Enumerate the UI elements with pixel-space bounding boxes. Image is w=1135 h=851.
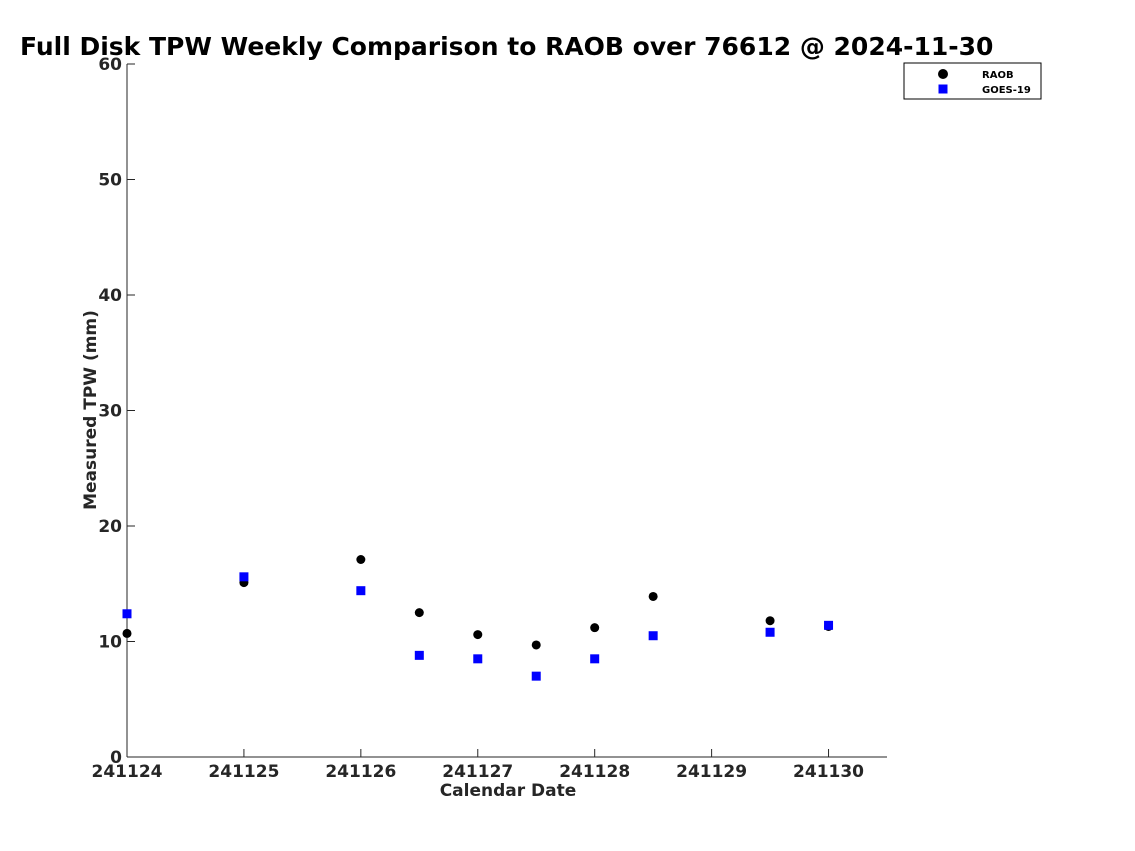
raob-point <box>531 640 541 650</box>
x-tick-label: 241125 <box>208 762 279 782</box>
y-tick-label: 40 <box>98 286 122 306</box>
goes-19-point <box>122 609 132 619</box>
raob-point <box>648 591 658 601</box>
raob-point <box>590 623 600 633</box>
legend-marker-raob <box>938 69 948 79</box>
goes-19-point <box>765 627 775 637</box>
goes-19-point <box>590 654 600 664</box>
goes-19-point <box>531 671 541 681</box>
legend-label-raob: RAOB <box>982 70 1014 81</box>
goes-19-point <box>239 572 249 582</box>
raob-point <box>473 630 483 640</box>
raob-point <box>765 616 775 626</box>
y-tick-label: 0 <box>110 748 122 768</box>
y-axis-label: Measured TPW (mm) <box>81 310 101 510</box>
y-tick-label: 30 <box>98 402 122 422</box>
x-tick-label: 241130 <box>793 762 864 782</box>
goes-19-point <box>414 650 424 660</box>
y-tick-label: 50 <box>98 171 122 191</box>
goes-19-point <box>648 631 658 641</box>
y-ticks: 0 10 20 30 40 50 60 <box>98 55 135 768</box>
x-tick-label: 241129 <box>676 762 747 782</box>
y-tick-label: 10 <box>98 633 122 653</box>
raob-point <box>122 628 132 638</box>
legend-marker-goes <box>938 84 948 94</box>
y-tick-label: 20 <box>98 517 122 537</box>
raob-point <box>356 554 366 564</box>
data-points <box>122 554 834 681</box>
axes <box>126 64 887 758</box>
chart-title: Full Disk TPW Weekly Comparison to RAOB … <box>20 32 993 61</box>
x-tick-label: 241128 <box>559 762 630 782</box>
x-ticks: 241124 241125 241126 241127 241128 241129 2411… <box>92 749 864 782</box>
goes-19-point <box>824 620 834 630</box>
legend-box <box>903 62 1042 100</box>
x-tick-label: 241124 <box>92 762 163 782</box>
raob-point <box>414 608 424 618</box>
x-axis-label: Calendar Date <box>440 781 577 801</box>
goes-19-point <box>356 586 366 596</box>
legend: RAOB GOES-19 <box>903 62 1042 100</box>
x-tick-label: 241127 <box>442 762 513 782</box>
goes-19-point <box>473 654 483 664</box>
y-tick-label: 60 <box>98 55 122 75</box>
x-tick-label: 241126 <box>325 762 396 782</box>
legend-label-goes: GOES-19 <box>982 85 1031 96</box>
